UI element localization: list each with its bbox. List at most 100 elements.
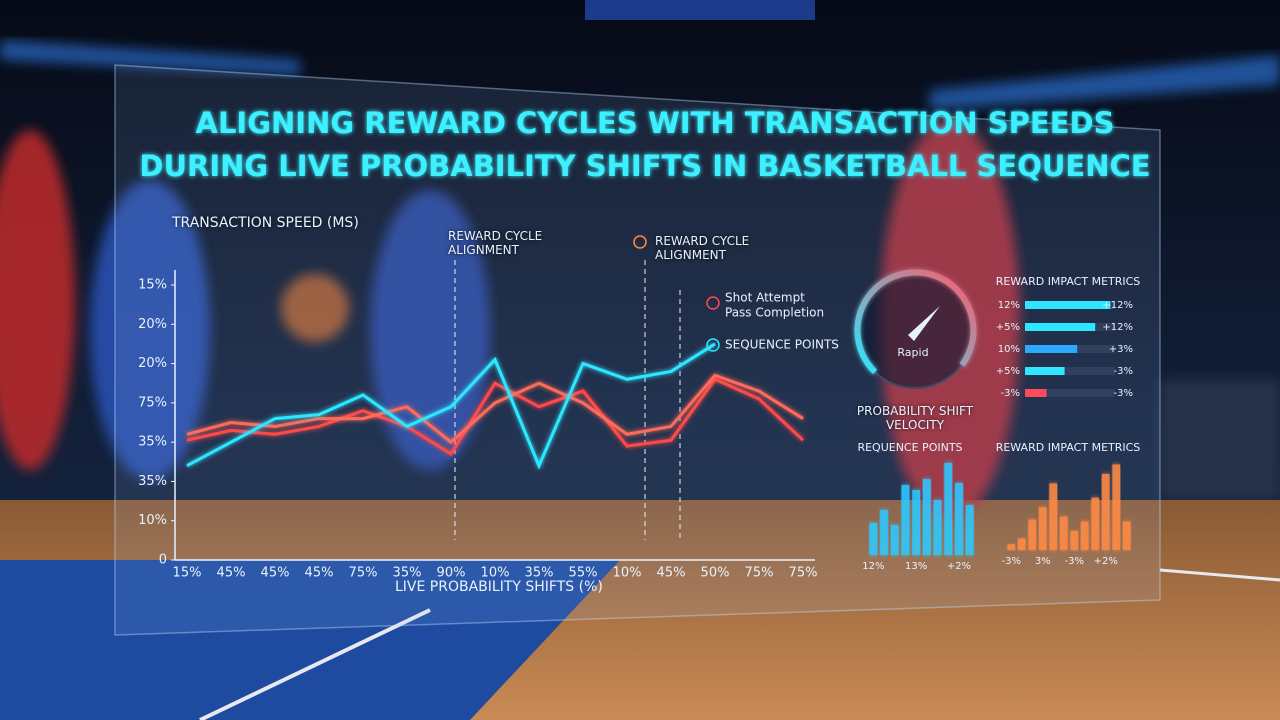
row-value: +12%	[1102, 322, 1133, 333]
bar	[912, 490, 920, 555]
x-tick-label: 55%	[569, 566, 598, 581]
legend-icon	[706, 296, 720, 310]
bar	[1049, 483, 1057, 550]
bar	[1039, 507, 1047, 550]
annotation: REWARD CYCLE ALIGNMENT	[655, 234, 750, 262]
x-tick-label: 45%	[305, 566, 334, 581]
y-tick-label: 15%	[138, 278, 167, 293]
y-tick-label: 20%	[138, 317, 167, 332]
bar	[1070, 531, 1078, 550]
bar	[1060, 516, 1068, 550]
x-tick-label: -3%	[1065, 556, 1084, 567]
bar	[944, 463, 953, 555]
x-tick-label: 45%	[657, 566, 686, 581]
legend-icon	[706, 338, 720, 352]
x-tick-label: 35%	[393, 566, 422, 581]
row-value: +12%	[1102, 300, 1133, 311]
y-axis-title: TRANSACTION SPEED (ms)	[172, 215, 359, 231]
x-tick-label: 15%	[173, 566, 202, 581]
arena-light	[0, 40, 300, 75]
legend-label: Pass Completion	[725, 306, 824, 320]
bar	[880, 510, 888, 555]
row-value: +3%	[1109, 344, 1133, 355]
x-tick-label: 45%	[261, 566, 290, 581]
bar	[901, 485, 910, 555]
bar	[869, 523, 878, 555]
x-tick-label: 10%	[481, 566, 510, 581]
bar	[1025, 345, 1078, 353]
x-tick-label: 90%	[437, 566, 466, 581]
row-value: -3%	[1114, 366, 1133, 377]
bar	[965, 505, 974, 555]
x-tick-label: 75%	[745, 566, 774, 581]
x-tick-label: +2%	[1094, 556, 1118, 567]
x-tick-label: -3%	[1002, 556, 1021, 567]
x-axis-title: LIVE PROBABILITY SHIFTS (%)	[395, 579, 603, 595]
holo-panel	[114, 64, 1161, 636]
x-tick-label: +2%	[947, 561, 971, 572]
row-label: 12%	[998, 300, 1020, 311]
bar	[955, 483, 963, 555]
row-label: +5%	[996, 366, 1020, 377]
y-tick-label: 35%	[138, 435, 167, 450]
legend-label: Shot Attempt	[725, 291, 805, 305]
legend-label: SEQUENCE POINTS	[725, 338, 839, 352]
x-tick-label: 50%	[701, 566, 730, 581]
gauge-title: PROBABILITY SHIFT VELOCITY	[856, 404, 974, 432]
x-tick-label: 45%	[217, 566, 246, 581]
series-line	[186, 373, 804, 445]
y-tick-label: 75%	[138, 395, 167, 410]
arena-light	[930, 55, 1280, 110]
chart-title: REQUENCE POINTS	[857, 441, 962, 454]
bar	[1025, 323, 1096, 331]
chart-title: ALIGNING REWARD CYCLES WITH TRANSACTION …	[196, 106, 1115, 140]
bar	[1007, 544, 1015, 550]
chart-title: REWARD IMPACT METRICS	[996, 275, 1141, 288]
court-paint	[0, 560, 620, 720]
y-tick-label: 20%	[138, 356, 167, 371]
bar	[1025, 367, 1065, 375]
court-line	[1159, 568, 1280, 582]
bar	[1091, 497, 1099, 550]
gauge-arc	[854, 269, 977, 375]
y-tick-label: 0	[159, 553, 167, 568]
row-label: +5%	[996, 322, 1020, 333]
series-line	[186, 342, 716, 470]
chart-title: REWARD IMPACT METRICS	[996, 441, 1141, 454]
bar-track	[1025, 367, 1115, 375]
series-line	[186, 377, 805, 456]
x-tick-label: 35%	[525, 566, 554, 581]
x-tick-label: 12%	[862, 561, 884, 572]
players	[0, 120, 1020, 520]
bar	[1025, 301, 1111, 309]
annotation-icon	[633, 235, 647, 249]
bar	[1081, 521, 1089, 550]
crowd	[1160, 380, 1280, 500]
bar	[933, 500, 942, 555]
annotation: REWARD CYCLE ALIGNMENT	[448, 229, 543, 257]
row-label: 10%	[998, 344, 1020, 355]
x-tick-label: 3%	[1035, 556, 1051, 567]
bar	[890, 525, 899, 555]
gauge-label: Rapid	[897, 346, 928, 359]
bar-track	[1025, 389, 1115, 397]
bar	[1102, 474, 1110, 550]
y-tick-label: 10%	[138, 513, 167, 528]
bar	[1028, 519, 1036, 550]
scoreboard	[585, 0, 815, 20]
bar	[1025, 389, 1047, 397]
chart-subtitle: DURING LIVE PROBABILITY SHIFTS IN BASKET…	[139, 149, 1150, 183]
x-tick-label: 13%	[905, 561, 927, 572]
row-label: -3%	[1001, 388, 1020, 399]
gauge-needle	[908, 306, 940, 341]
bar	[1112, 464, 1120, 550]
x-tick-label: 75%	[349, 566, 378, 581]
bar	[923, 479, 931, 555]
x-tick-label: 75%	[789, 566, 818, 581]
y-tick-label: 35%	[138, 474, 167, 489]
court-line	[199, 608, 431, 720]
bar	[1123, 521, 1131, 550]
row-value: -3%	[1114, 388, 1133, 399]
